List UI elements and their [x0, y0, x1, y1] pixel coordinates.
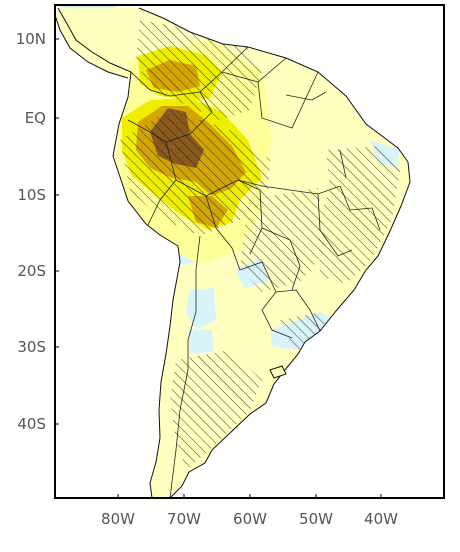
lat-label-40s: 40S: [17, 415, 46, 433]
lat-tick-marks: [55, 38, 59, 425]
lon-label-50w: 50W: [299, 510, 333, 528]
coastline: [57, 7, 411, 498]
lon-label-70w: 70W: [167, 510, 201, 528]
lon-label-60w: 60W: [233, 510, 267, 528]
falkland-islands: [269, 365, 287, 379]
hatch-region-east-brazil: [318, 146, 400, 284]
lat-label-30s: 30S: [17, 338, 46, 356]
lat-label-10s: 10S: [17, 186, 46, 204]
lon-label-80w: 80W: [101, 510, 135, 528]
lat-label-eq: EQ: [25, 109, 46, 127]
lat-label-10n: 10N: [16, 30, 46, 48]
lat-label-20s: 20S: [17, 262, 46, 280]
coastline-central-america: [55, 14, 129, 79]
hatch-region-argentina: [170, 350, 262, 470]
cyan-region-argentina: [188, 330, 214, 354]
lon-tick-marks: [117, 494, 382, 498]
lon-label-40w: 40W: [364, 510, 398, 528]
country-borders: [127, 46, 381, 498]
